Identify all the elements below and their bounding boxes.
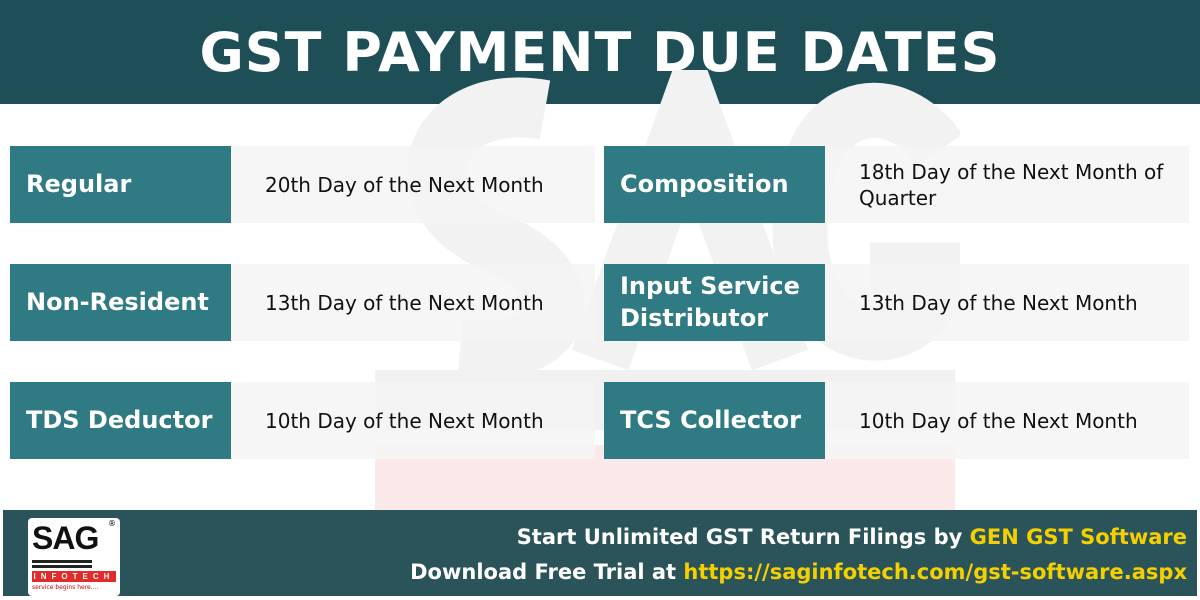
taxpayer-type-label: Regular [10, 146, 231, 223]
page-title: GST PAYMENT DUE DATES [0, 0, 1200, 104]
promo-line: Start Unlimited GST Return Filings by GE… [516, 525, 1187, 549]
due-date-value: 13th Day of the Next Month [825, 264, 1189, 341]
sag-infotech-logo: SAG ® INFOTECH service begins here.... [28, 518, 120, 596]
taxpayer-type-label: Composition [604, 146, 825, 223]
due-date-value: 18th Day of the Next Month of Quarter [825, 146, 1189, 223]
due-date-value: 10th Day of the Next Month [231, 382, 595, 459]
due-date-value: 10th Day of the Next Month [825, 382, 1189, 459]
due-date-value: 20th Day of the Next Month [231, 146, 595, 223]
taxpayer-type-label: Non-Resident [10, 264, 231, 341]
due-date-row-tcs: TCS Collector 10th Day of the Next Month [604, 382, 1189, 459]
download-line: Download Free Trial at https://saginfote… [410, 560, 1187, 584]
download-link[interactable]: https://saginfotech.com/gst-software.asp… [683, 560, 1187, 584]
taxpayer-type-label: Input Service Distributor [604, 264, 825, 341]
due-date-row-composition: Composition 18th Day of the Next Month o… [604, 146, 1189, 223]
footer-banner: SAG ® INFOTECH service begins here.... S… [3, 510, 1197, 596]
due-date-row-non-resident: Non-Resident 13th Day of the Next Month [10, 264, 595, 341]
taxpayer-type-label: TDS Deductor [10, 382, 231, 459]
due-date-row-regular: Regular 20th Day of the Next Month [10, 146, 595, 223]
due-date-row-tds: TDS Deductor 10th Day of the Next Month [10, 382, 595, 459]
product-name: GEN GST Software [969, 525, 1187, 549]
taxpayer-type-label: TCS Collector [604, 382, 825, 459]
due-date-value: 13th Day of the Next Month [231, 264, 595, 341]
due-date-row-isd: Input Service Distributor 13th Day of th… [604, 264, 1189, 341]
